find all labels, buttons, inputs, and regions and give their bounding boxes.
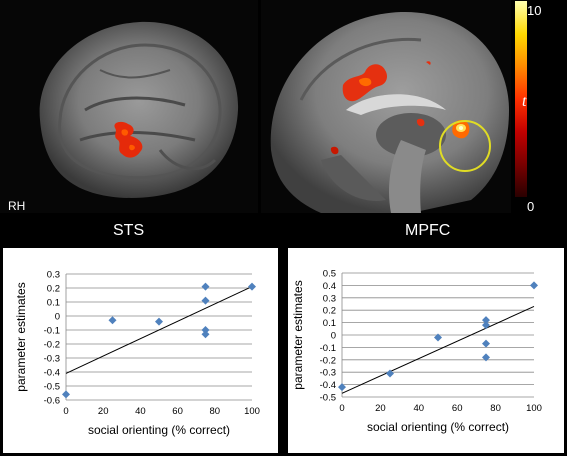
sts-label: STS: [113, 222, 145, 239]
regression-line: [341, 306, 535, 394]
hemisphere-label: RH: [8, 199, 26, 213]
colorbar-t-label: t: [522, 93, 527, 110]
data-point: [482, 321, 490, 330]
x-tick-label: 60: [172, 406, 183, 417]
t-colorbar: [515, 0, 567, 215]
mpfc-label: MPFC: [405, 222, 451, 239]
x-tick-label: 40: [135, 406, 146, 417]
y-tick-label: 0.1: [323, 318, 336, 329]
y-axis-label: parameter estimates: [14, 282, 28, 391]
x-tick-label: 40: [414, 403, 425, 414]
brain-slice-mpfc: [261, 0, 511, 213]
y-tick-label: -0.2: [44, 340, 60, 351]
x-tick-label: 80: [490, 403, 501, 414]
data-point: [482, 339, 490, 348]
x-axis-label: social orienting (% correct): [367, 420, 509, 434]
sts-scatter-panel: -0.6 -0.5 -0.4 -0.3 -0.2 -0.1 0 0.1 0.2 0.3 0 20 40 6…: [3, 248, 278, 453]
data-point: [108, 316, 117, 325]
brain-slice-sts: [0, 0, 258, 213]
y-tick-label: -0.1: [44, 326, 60, 337]
y-tick-label: -0.1: [320, 343, 336, 354]
y-tick-label: 0.1: [47, 298, 60, 309]
colorbar-gradient: [515, 1, 527, 197]
y-tick-label: -0.5: [44, 382, 60, 393]
x-tick-label: 80: [210, 406, 221, 417]
x-tick-label: 0: [63, 406, 68, 417]
sts-scatter-plot: -0.6 -0.5 -0.4 -0.3 -0.2 -0.1 0 0.1 0.2 0.3 0 20 40 6…: [14, 270, 260, 438]
data-point: [482, 316, 490, 325]
x-tick-label: 60: [452, 403, 463, 414]
data-point: [201, 330, 210, 339]
regression-line: [65, 286, 253, 374]
colorbar-max-label: 10: [527, 3, 542, 18]
data-point: [434, 333, 442, 342]
colorbar-min-label: 0: [527, 199, 535, 214]
data-point: [201, 282, 210, 291]
y-tick-label: -0.2: [320, 355, 336, 366]
y-tick-label: -0.4: [320, 380, 336, 391]
y-tick-label: -0.6: [44, 396, 60, 407]
y-tick-label: 0.5: [323, 269, 336, 280]
data-point: [201, 326, 210, 334]
data-point: [155, 317, 163, 326]
y-tick-label: -0.4: [44, 368, 60, 379]
y-tick-label: 0: [55, 312, 60, 323]
x-tick-label: 100: [244, 406, 260, 417]
y-tick-label: 0: [331, 331, 336, 342]
y-tick-label: 0.4: [323, 281, 336, 292]
y-tick-label: 0.2: [323, 306, 336, 317]
y-axis-label: parameter estimates: [291, 280, 305, 389]
y-tick-label: -0.3: [44, 354, 60, 365]
data-point: [248, 282, 256, 291]
y-tick-label: -0.3: [320, 368, 336, 379]
mpfc-activation-blobs: [330, 61, 470, 155]
mpfc-scatter-plot: -0.5-0.4-0.3-0.2-0.100.10.20.30.40.50 20 4…: [291, 269, 542, 435]
data-point: [386, 369, 394, 378]
data-point: [62, 390, 70, 399]
data-point: [482, 353, 490, 362]
x-tick-label: 20: [98, 406, 109, 417]
data-point: [338, 383, 346, 392]
sts-activation-blob: [114, 121, 143, 158]
mpfc-roi-circle: [439, 120, 491, 172]
mpfc-scatter-panel: -0.5 -0.4 -0.3 -0.2 -0.1 0 0.1 0.2 0.3 0.4 0.5 0 20 4…: [288, 248, 564, 453]
y-tick-label: 0.3: [47, 270, 60, 281]
data-point: [530, 281, 538, 290]
x-tick-label: 100: [526, 403, 542, 414]
y-tick-label: -0.5: [320, 393, 336, 404]
y-tick-label: 0.3: [323, 293, 336, 304]
y-tick-label: 0.2: [47, 284, 60, 295]
x-tick-label: 20: [375, 403, 386, 414]
x-tick-label: 0: [339, 403, 344, 414]
x-axis-label: social orienting (% correct): [88, 423, 230, 437]
data-point: [201, 296, 210, 305]
